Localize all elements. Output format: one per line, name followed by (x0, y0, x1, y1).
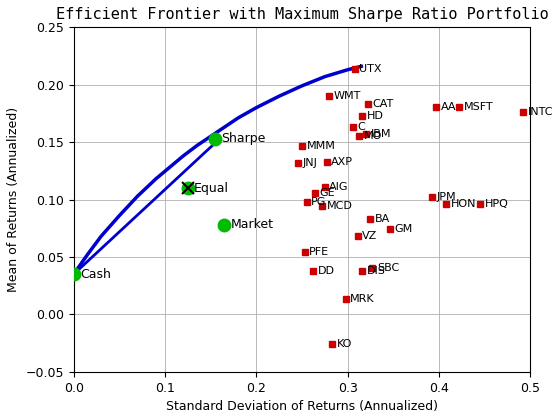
Text: HON: HON (451, 199, 476, 209)
Text: DIS: DIS (367, 266, 386, 276)
Text: KO: KO (337, 339, 352, 349)
Text: SBC: SBC (377, 263, 399, 273)
Text: JNJ: JNJ (303, 158, 318, 168)
Text: MO: MO (364, 131, 382, 142)
Text: MRK: MRK (351, 294, 375, 304)
Text: PG: PG (311, 197, 326, 207)
Text: BA: BA (375, 214, 390, 224)
Text: CAT: CAT (372, 99, 394, 109)
Text: AIG: AIG (329, 182, 349, 192)
Text: MMM: MMM (306, 141, 335, 150)
Text: PFE: PFE (309, 247, 329, 257)
Text: IBM: IBM (370, 129, 391, 139)
Text: AXP: AXP (331, 157, 353, 167)
Text: INTC: INTC (528, 107, 553, 117)
Title: Efficient Frontier with Maximum Sharpe Ratio Portfolio: Efficient Frontier with Maximum Sharpe R… (55, 7, 548, 22)
Text: MCD: MCD (326, 202, 352, 211)
Text: DD: DD (318, 266, 334, 276)
Text: VZ: VZ (362, 231, 377, 241)
Text: JPM: JPM (437, 192, 456, 202)
Text: Sharpe: Sharpe (222, 132, 266, 145)
X-axis label: Standard Deviation of Returns (Annualized): Standard Deviation of Returns (Annualize… (166, 400, 438, 413)
Text: GE: GE (319, 188, 335, 198)
Text: C: C (358, 122, 365, 132)
Text: Market: Market (231, 218, 274, 231)
Text: HD: HD (367, 111, 384, 121)
Text: WMT: WMT (334, 91, 361, 101)
Text: Cash: Cash (80, 268, 111, 281)
Text: MSFT: MSFT (464, 102, 493, 112)
Text: Equal: Equal (194, 181, 229, 194)
Text: UTX: UTX (360, 63, 382, 73)
Text: GM: GM (394, 224, 412, 234)
Y-axis label: Mean of Returns (Annualized): Mean of Returns (Annualized) (7, 107, 20, 292)
Text: AA: AA (441, 102, 456, 112)
Text: HPQ: HPQ (484, 199, 508, 209)
